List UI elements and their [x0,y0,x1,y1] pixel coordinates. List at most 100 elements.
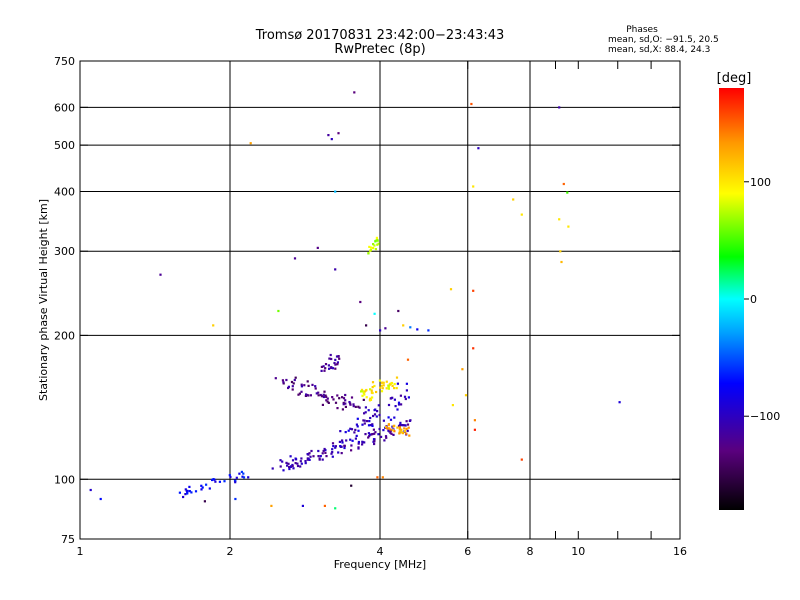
echo-point [350,449,353,452]
echo-point [362,398,365,401]
echo-point [336,363,339,366]
echo-point [398,426,401,429]
echo-point [367,436,370,439]
echo-point [406,358,410,361]
echo-point [397,309,400,313]
echo-point [416,328,419,331]
echo-point [317,394,320,397]
y-tick-labels: 75 100 200 300 400 500 600 750 [54,55,75,546]
echo-point [360,390,363,393]
echo-point [371,423,374,426]
echo-point [618,401,621,404]
echo-point [384,435,388,438]
echo-point [369,388,372,391]
echo-point [292,467,295,470]
echo-point [392,433,395,436]
echo-point [213,478,216,481]
echo-point [309,455,312,458]
echo-point [387,429,390,432]
echo-point [296,464,300,468]
echo-point [520,213,523,216]
chart-title: Tromsø 20170831 23:42:00−23:43:43 [255,28,505,43]
echo-point [299,465,302,468]
echo-point [281,460,284,463]
echo-point [324,451,327,454]
echo-point [344,402,347,405]
echo-point [350,396,354,399]
echo-point [368,420,371,423]
echo-point [376,239,379,242]
y-tick-label: 100 [54,473,75,486]
echo-point [369,397,372,400]
echo-point [300,390,303,393]
echo-point [223,480,226,483]
echo-point [353,431,356,434]
echo-point [377,433,380,436]
echo-point [470,102,473,106]
echo-point [200,484,203,487]
echo-point [407,426,410,429]
echo-point [365,324,368,327]
x-tick-label: 2 [227,545,234,558]
echo-point [349,438,352,441]
echo-point [305,393,308,396]
echo-point [344,393,347,397]
x-tick-labels: 1 2 4 6 8 10 16 [77,545,688,558]
echo-point [323,369,326,372]
echo-point [341,439,344,442]
echo-point [315,392,318,395]
plot-frame [79,60,681,540]
echo-point [381,476,384,479]
echo-point [334,190,337,193]
echo-point [390,432,393,435]
echo-point [320,395,323,398]
echo-point [376,243,379,246]
echo-point [364,406,367,409]
echo-point [89,488,92,492]
echo-point [326,397,329,400]
echo-point [316,246,319,249]
echo-point [400,403,403,406]
x-tick-label: 4 [377,545,384,558]
echo-point [336,407,339,410]
echo-point [288,465,291,469]
x-tick-label: 16 [673,545,687,558]
echo-point [367,432,370,435]
echo-point [377,404,380,407]
echo-point [354,428,357,431]
echo-point [306,453,309,456]
echo-point [335,355,339,358]
echo-point [324,367,327,370]
echo-point [338,440,341,443]
echo-point [567,225,570,228]
echo-point [368,433,372,436]
echo-point [375,390,378,394]
echo-point [404,397,407,401]
echo-point [375,236,378,239]
echo-point [340,445,343,448]
echo-point [387,387,390,390]
echo-point [405,427,408,430]
echo-point [384,426,388,429]
echo-point [282,469,285,472]
echo-point [402,324,405,327]
echo-point [371,381,375,384]
echo-point [348,401,351,404]
echo-point [363,441,366,444]
echo-point [321,452,324,455]
echo-point [300,457,303,460]
echo-point [520,458,523,461]
echo-point [297,393,300,396]
echo-point [352,403,355,406]
echo-point [331,367,334,370]
phase-colorbar: [deg] 100 0 −100 [717,71,780,510]
echo-point [400,424,403,427]
echo-point [270,504,273,507]
echo-point [395,376,399,379]
echo-point [409,326,412,329]
echo-point [361,394,364,397]
echo-point [341,396,344,399]
echo-point [331,442,335,445]
echo-point [205,483,208,486]
echo-point [472,185,475,188]
